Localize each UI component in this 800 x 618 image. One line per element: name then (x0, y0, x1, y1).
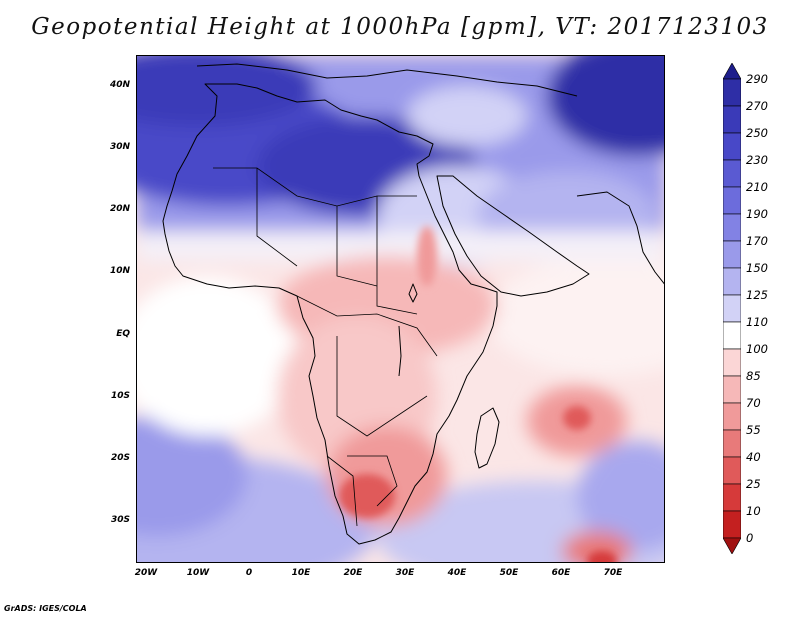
colorbar-swatch (723, 240, 741, 269)
colorbar-level-label: 230 (746, 153, 768, 167)
field-transition (137, 231, 664, 261)
colorbar-swatch (723, 456, 741, 485)
height-field-map (137, 56, 664, 562)
lon-label: 40E (447, 568, 467, 578)
field-south-indian-core (577, 441, 664, 551)
border-sudan (376, 196, 418, 315)
colorbar-swatch (723, 483, 741, 512)
field-ethiopia-low (417, 226, 437, 286)
europe-coast (196, 63, 578, 97)
colorbar-level-label: 0 (746, 531, 754, 545)
lon-label: 0 (245, 568, 253, 578)
border-sahara-north (213, 167, 417, 207)
colorbar-level-label: 40 (746, 450, 761, 464)
border-botswana (347, 455, 398, 507)
colorbar-level-label: 125 (746, 288, 768, 302)
colorbar-swatch (723, 132, 741, 161)
lat-label: EQ (116, 329, 130, 339)
border-namibia (326, 455, 358, 527)
lake-tanganyika (398, 325, 402, 377)
field-mediterranean (407, 86, 527, 146)
colorbar-swatch (723, 402, 741, 431)
colorbar-level-label: 100 (746, 342, 768, 356)
field-south-atlantic-core (137, 416, 247, 536)
lat-label: 40N (109, 80, 130, 90)
colorbar-swatch (723, 294, 741, 323)
colorbar-swatch (723, 321, 741, 350)
credit-text: GrADS: IGES/COLA (4, 604, 87, 613)
lon-label: 30E (395, 568, 415, 578)
lat-label: 20N (109, 204, 130, 214)
colorbar-level-label: 85 (746, 369, 761, 383)
colorbar-level-label: 250 (746, 126, 768, 140)
field-asia-high (547, 56, 664, 156)
coastlines (162, 63, 664, 545)
colorbar-level-label: 210 (746, 180, 768, 194)
colorbar-swatch (723, 510, 741, 539)
madagascar-coast (474, 407, 500, 469)
lon-label: 10W (186, 568, 210, 578)
colorbar-level-label: 150 (746, 261, 768, 275)
field-gulf-guinea (137, 276, 297, 436)
asia-coast (576, 191, 664, 285)
lon-label: 10E (291, 568, 311, 578)
colorbar-level-label: 10 (746, 504, 761, 518)
lat-label: 10N (109, 266, 130, 276)
colorbar-swatch (723, 186, 741, 215)
lon-label: 60E (551, 568, 571, 578)
colorbar-level-label: 190 (746, 207, 768, 221)
map-panel[interactable] (136, 55, 665, 563)
field-arabian-sea (487, 256, 664, 376)
colorbar-swatch (723, 78, 741, 107)
colorbar-level-label: 110 (746, 315, 768, 329)
colorbar-swatch (723, 213, 741, 242)
field-mascarene-core (563, 406, 591, 430)
field-southeast-core (587, 551, 617, 562)
colorbar-swatch (723, 159, 741, 188)
colorbar-top-arrow (723, 63, 741, 80)
colorbar-swatch (723, 375, 741, 404)
lat-label: 10S (110, 391, 130, 401)
colorbar-level-label: 290 (746, 72, 768, 86)
colorbar-swatch (723, 429, 741, 458)
lat-label: 30S (110, 515, 130, 525)
colorbar-level-label: 170 (746, 234, 768, 248)
lake-victoria (408, 283, 418, 303)
africa-coast (162, 83, 498, 545)
colorbar-level-label: 270 (746, 99, 768, 113)
lat-label: 30N (109, 142, 130, 152)
border-niger-chad (336, 206, 378, 287)
arabia-coast (436, 175, 590, 297)
field-southeast-low (562, 531, 632, 562)
colorbar-level-label: 70 (746, 396, 761, 410)
lon-label: 20W (134, 568, 158, 578)
field-atlantic-high (137, 56, 317, 126)
country-borders (213, 167, 438, 527)
field-kalahari-core (339, 474, 395, 518)
colorbar-swatch (723, 348, 741, 377)
colorbar-bottom-arrow (723, 537, 741, 554)
border-congo-zambia (336, 336, 428, 437)
colorbar-level-label: 55 (746, 423, 761, 437)
colorbar-level-label: 25 (746, 477, 761, 491)
border-central (296, 295, 438, 357)
colorbar (723, 63, 741, 554)
colorbar-swatch (723, 267, 741, 296)
lon-label: 70E (603, 568, 623, 578)
lon-label: 50E (499, 568, 519, 578)
border-mali (256, 168, 298, 267)
colorbar-swatch (723, 105, 741, 134)
chart-title: Geopotential Height at 1000hPa [gpm], VT… (31, 14, 769, 40)
lon-label: 20E (343, 568, 363, 578)
lat-label: 20S (110, 453, 130, 463)
